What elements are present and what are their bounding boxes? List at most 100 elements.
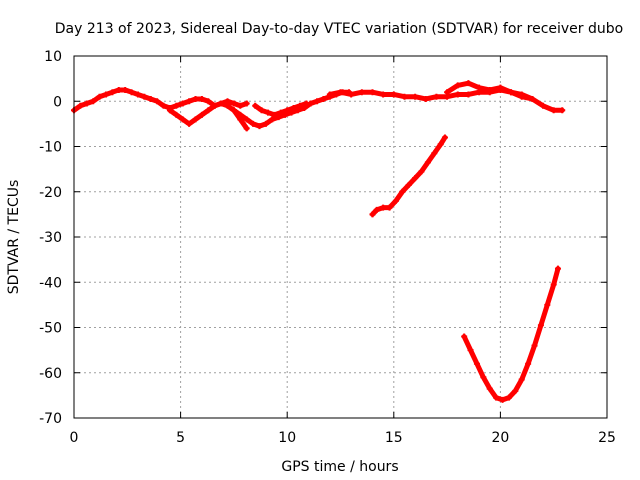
data-point [418, 168, 425, 175]
data-point [265, 109, 272, 116]
data-point [529, 95, 536, 102]
data-point [437, 141, 444, 148]
data-point [441, 134, 448, 141]
y-tick-label: -20 [39, 185, 62, 201]
data-point [115, 86, 122, 93]
data-point [205, 98, 212, 105]
data-point [369, 211, 376, 218]
axis-ticks: 0 5 10 15 20 25 -70 -60 -50 -40 -30 -20 -10 0 10 [39, 49, 616, 446]
data-point [358, 89, 365, 96]
data-point [444, 89, 451, 96]
data-point [461, 333, 468, 340]
x-tick-label: 5 [176, 430, 185, 446]
data-point [258, 107, 265, 114]
data-point [380, 91, 387, 98]
data-point [277, 109, 284, 116]
data-point [90, 98, 97, 105]
data-point [122, 86, 129, 93]
data-point [465, 91, 472, 98]
x-tick-label: 25 [598, 430, 616, 446]
data-point [218, 100, 225, 107]
data-point [431, 150, 438, 157]
y-tick-label: -30 [39, 230, 62, 246]
data-point [493, 394, 500, 401]
data-point [559, 107, 566, 114]
data-series [71, 80, 566, 403]
data-point [237, 102, 244, 109]
data-point [422, 95, 429, 102]
data-point [230, 107, 237, 114]
x-tick-label: 20 [491, 430, 509, 446]
data-point [198, 95, 205, 102]
data-point [486, 86, 493, 93]
x-tick-label: 0 [70, 430, 79, 446]
series-arc-6 [444, 80, 536, 102]
data-point [392, 197, 399, 204]
data-point [166, 107, 173, 114]
data-point [518, 93, 525, 100]
data-point [271, 111, 278, 118]
data-point [243, 116, 250, 123]
data-point [303, 100, 310, 107]
y-tick-label: -60 [39, 366, 62, 382]
data-point [512, 387, 519, 394]
data-point [83, 100, 90, 107]
data-point [256, 123, 263, 130]
data-point [433, 93, 440, 100]
data-point [518, 376, 525, 383]
data-point [473, 360, 480, 367]
y-tick-label: 0 [53, 94, 62, 110]
y-tick-label: 10 [44, 49, 62, 65]
data-point [252, 102, 259, 109]
data-point [467, 347, 474, 354]
series-arc-2 [166, 98, 250, 127]
data-point [412, 93, 419, 100]
data-point [499, 396, 506, 403]
data-point [128, 89, 135, 96]
data-point [192, 116, 199, 123]
data-point [454, 82, 461, 89]
chart-title: Day 213 of 2023, Sidereal Day-to-day VTE… [55, 21, 623, 37]
data-point [505, 394, 512, 401]
x-axis-label: GPS time / hours [281, 459, 398, 475]
data-point [314, 98, 321, 105]
data-point [102, 91, 109, 98]
data-point [405, 181, 412, 188]
y-axis-label: SDTVAR / TECUs [6, 180, 22, 295]
data-point [211, 102, 218, 109]
data-point [205, 107, 212, 114]
data-point [480, 374, 487, 381]
data-point [230, 100, 237, 107]
data-point [537, 322, 544, 329]
data-point [348, 91, 355, 98]
data-point [412, 175, 419, 182]
data-point [337, 89, 344, 96]
data-point [147, 95, 154, 102]
data-point [326, 91, 333, 98]
data-point [284, 107, 291, 114]
data-point [424, 159, 431, 166]
data-point [179, 116, 186, 123]
y-tick-label: -10 [39, 140, 62, 156]
data-point [550, 107, 557, 114]
series-arc-8 [461, 265, 561, 403]
y-tick-label: -70 [39, 411, 62, 427]
data-point [296, 102, 303, 109]
data-point [243, 125, 250, 132]
data-point [96, 93, 103, 100]
data-point [390, 91, 397, 98]
data-point [250, 120, 257, 127]
data-point [497, 84, 504, 91]
data-point [262, 120, 269, 127]
data-point [186, 120, 193, 127]
data-point [531, 342, 538, 349]
data-point [550, 281, 557, 288]
y-tick-label: -50 [39, 321, 62, 337]
data-point [290, 105, 297, 112]
series-arc-7 [369, 134, 448, 218]
data-point [320, 95, 327, 102]
data-point [237, 111, 244, 118]
data-point [186, 98, 193, 105]
data-point [508, 89, 515, 96]
